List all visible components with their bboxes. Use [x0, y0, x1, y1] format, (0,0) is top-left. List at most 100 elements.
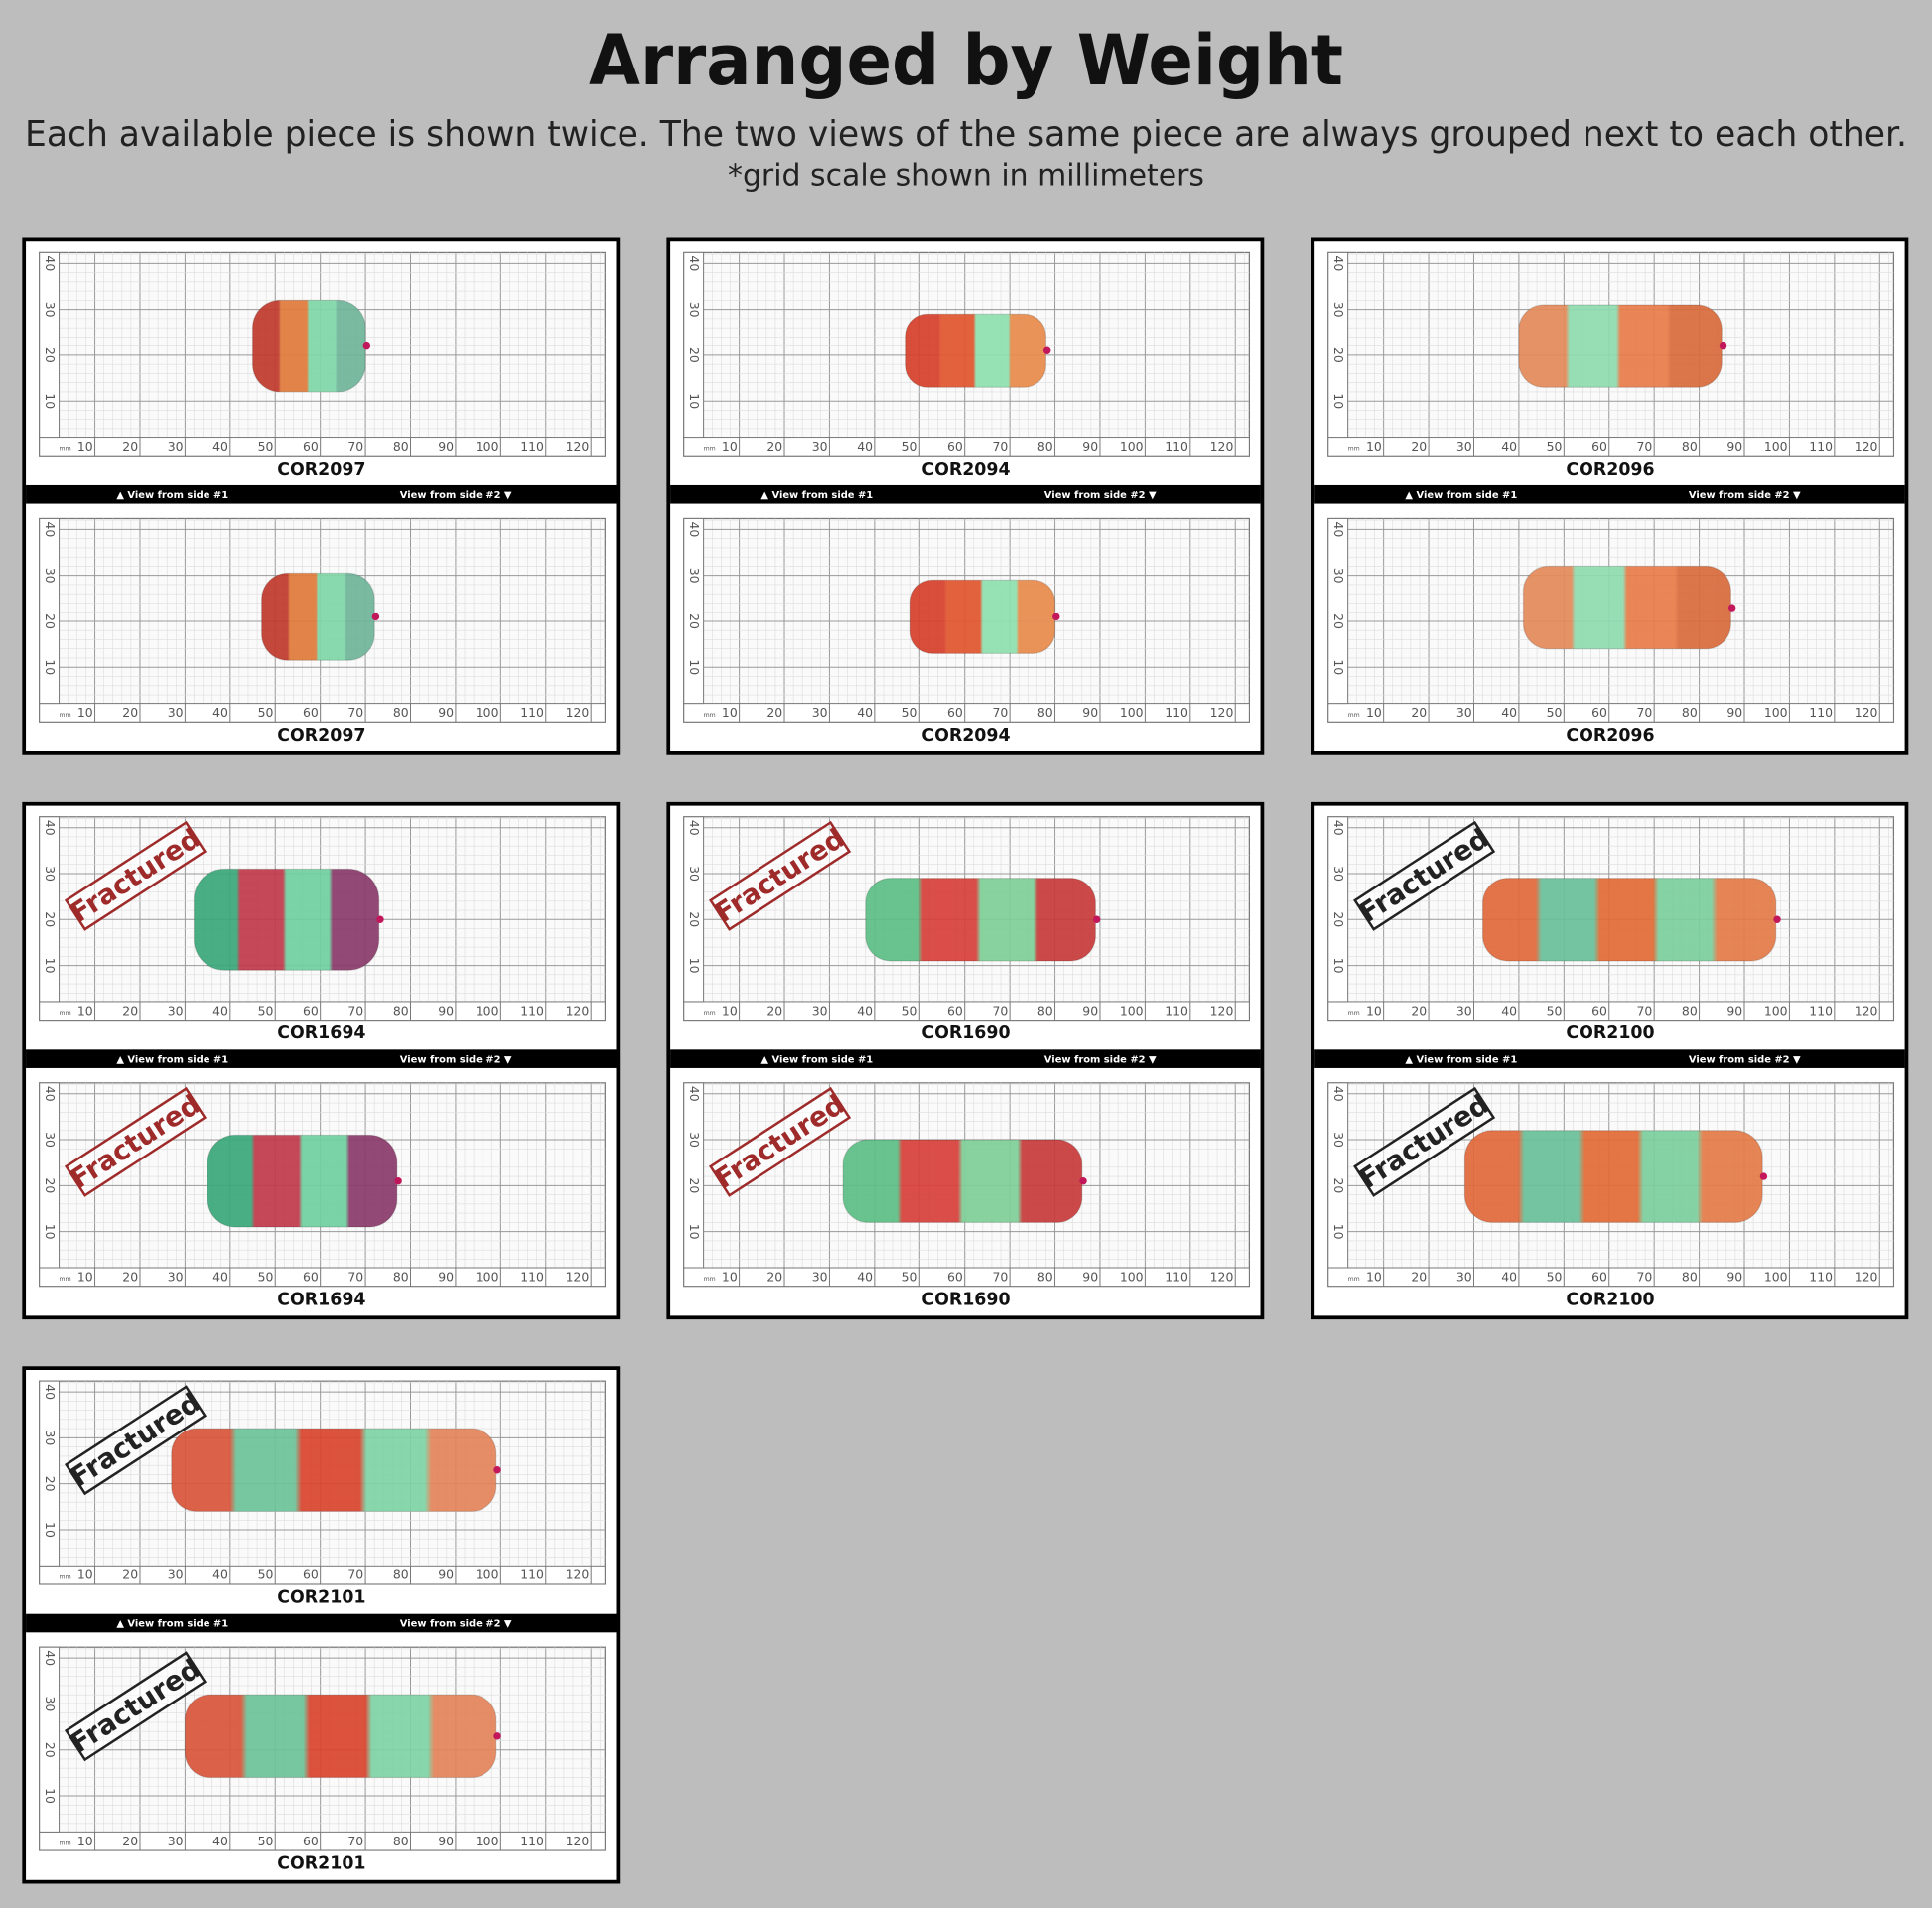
ruler-label: 60 [303, 705, 319, 720]
ruler-label: 30 [812, 1003, 828, 1018]
piece-tip [1719, 341, 1727, 350]
ruler-strip [1327, 251, 1349, 439]
ruler-label: 20 [687, 613, 702, 629]
ruler-label: 80 [393, 439, 409, 454]
piece-tip [493, 1732, 501, 1740]
ruler-label: 110 [520, 1834, 544, 1848]
grid-panel: mm 10 20 30 40 50 60 70 80 90 100 110 120 10 20 30 40 [1327, 251, 1895, 457]
ruler-label: 110 [1809, 1269, 1833, 1284]
ruler-label: 40 [212, 1834, 228, 1848]
ruler-label: 70 [992, 705, 1008, 720]
ruler-label: 120 [1855, 439, 1878, 454]
ruler-label: 30 [687, 866, 702, 882]
ruler-label: 120 [566, 705, 590, 720]
ruler-label: 10 [687, 393, 702, 409]
ruler-label: 50 [902, 1269, 918, 1284]
ruler-strip [39, 703, 606, 723]
ruler-label: 120 [566, 439, 590, 454]
ruler-label: 60 [303, 1003, 319, 1018]
ruler-strip [39, 1646, 61, 1833]
piece-photo [1463, 1130, 1763, 1223]
ruler-label: 60 [1591, 1003, 1607, 1018]
piece-tip [394, 1176, 402, 1185]
ruler-label: 120 [566, 1567, 590, 1582]
ruler-label: 70 [1637, 1003, 1653, 1018]
ruler-label: 10 [722, 439, 738, 454]
ruler-label: 50 [258, 1834, 274, 1848]
ruler-label: 70 [992, 1003, 1008, 1018]
piece-photo [909, 579, 1056, 654]
ruler-label: 30 [812, 439, 828, 454]
ruler-label: 40 [212, 1269, 228, 1284]
ruler-label: 10 [43, 393, 58, 409]
view-label: ▲ View from side #1 [1405, 490, 1517, 501]
ruler-label: 10 [722, 1269, 738, 1284]
view-label: ▲ View from side #1 [760, 1054, 873, 1065]
ruler-label: 40 [687, 1086, 702, 1102]
view-label: View from side #2 ▼ [1689, 490, 1801, 501]
ruler-label: 20 [122, 439, 138, 454]
piece-code: COR1694 [277, 1290, 365, 1309]
ruler-label: 80 [393, 705, 409, 720]
ruler-label: 50 [258, 705, 274, 720]
ruler-label: 110 [1165, 1269, 1188, 1284]
ruler-unit: mm [60, 712, 71, 719]
ruler-label: 30 [687, 302, 702, 318]
ruler-label: 80 [393, 1834, 409, 1848]
ruler-label: 60 [947, 439, 963, 454]
ruler-label: 70 [1637, 1269, 1653, 1284]
ruler-unit: mm [1348, 1010, 1360, 1017]
view-label: View from side #2 ▼ [1044, 490, 1157, 501]
ruler-label: 30 [1456, 439, 1472, 454]
ruler-label: 10 [1331, 393, 1346, 409]
ruler-label: 40 [1501, 1269, 1517, 1284]
ruler-label: 40 [1501, 439, 1517, 454]
ruler-label: 10 [722, 1003, 738, 1018]
ruler-label: 40 [1331, 1086, 1346, 1102]
ruler-label: 90 [1726, 1003, 1742, 1018]
piece-photo [184, 1694, 497, 1779]
ruler-label: 20 [687, 347, 702, 363]
ruler-label: 80 [1682, 1003, 1698, 1018]
ruler-label: 70 [992, 439, 1008, 454]
ruler-label: 40 [1501, 705, 1517, 720]
ruler-label: 40 [1501, 1003, 1517, 1018]
piece-code: COR1694 [277, 1023, 365, 1043]
ruler-label: 60 [1591, 1269, 1607, 1284]
ruler-label: 10 [77, 1003, 93, 1018]
ruler-label: 90 [438, 1834, 454, 1848]
ruler-strip [39, 1380, 61, 1567]
view-bar [26, 484, 617, 504]
ruler-strip [39, 816, 61, 1003]
ruler-label: 10 [687, 958, 702, 974]
ruler-label: 100 [1764, 705, 1788, 720]
ruler-label: 60 [947, 705, 963, 720]
ruler-label: 70 [992, 1269, 1008, 1284]
stamp-border [1353, 1086, 1496, 1197]
piece-code: COR2100 [1566, 1290, 1654, 1309]
ruler-label: 120 [566, 1269, 590, 1284]
piece-tip [493, 1466, 501, 1474]
ruler-label: 50 [258, 1269, 274, 1284]
ruler-label: 70 [347, 1269, 363, 1284]
ruler-label: 20 [687, 911, 702, 927]
piece-tip [1052, 613, 1060, 621]
ruler-label: 40 [212, 1567, 228, 1582]
piece-photo [1518, 304, 1723, 388]
ruler-label: 100 [1120, 1003, 1144, 1018]
grid-panel: mm 10 20 30 40 50 60 70 80 90 100 110 120 10 20 30 40 [39, 251, 606, 457]
ruler-label: 40 [43, 820, 58, 836]
ruler-label: 20 [122, 705, 138, 720]
ruler-label: 120 [1855, 1003, 1878, 1018]
ruler-label: 50 [258, 1567, 274, 1582]
ruler-label: 20 [1411, 705, 1427, 720]
ruler-strip [683, 1082, 705, 1269]
ruler-label: 10 [77, 1567, 93, 1582]
ruler-label: 10 [77, 1269, 93, 1284]
ruler-label: 120 [1855, 705, 1878, 720]
ruler-label: 40 [212, 439, 228, 454]
ruler-strip [39, 1001, 606, 1022]
ruler-label: 40 [43, 1384, 58, 1400]
